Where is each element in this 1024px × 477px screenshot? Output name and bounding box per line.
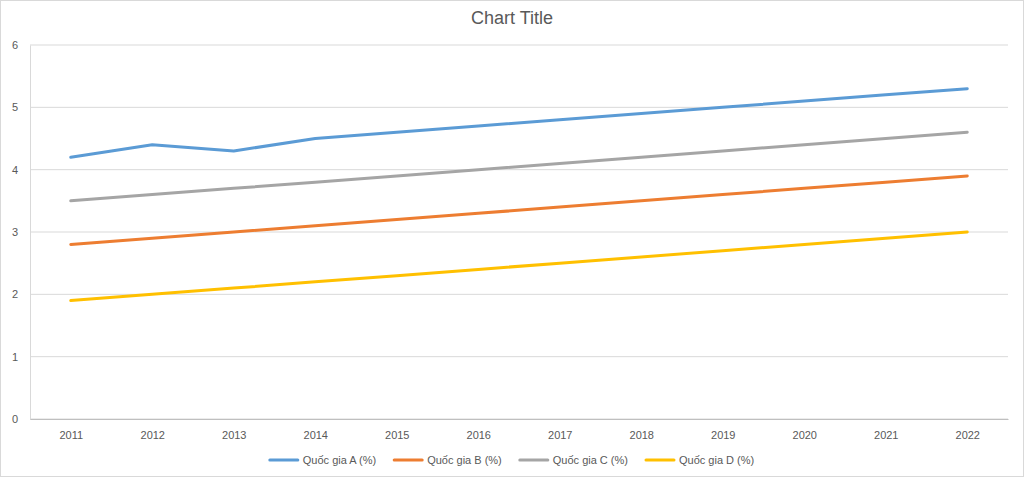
x-tick: 2017 — [548, 419, 572, 441]
x-tick-label: 2020 — [793, 429, 817, 441]
y-axis: 0 1 2 3 4 5 6 — [12, 39, 31, 425]
legend-item: Quốc gia C (%) — [520, 454, 628, 466]
plot-area: 0123456201120122013201420152016201720182… — [12, 39, 1009, 441]
y-tick: 4 — [12, 164, 30, 176]
series-line — [71, 132, 968, 201]
chart: 0123456201120122013201420152016201720182… — [0, 0, 1024, 477]
legend-swatch — [520, 459, 548, 462]
grid — [30, 45, 1008, 419]
series-line — [71, 176, 968, 245]
legend-label: Quốc gia B (%) — [427, 454, 502, 466]
y-tick-label: 2 — [12, 288, 18, 300]
legend-swatch — [646, 459, 674, 462]
y-tick-label: 6 — [12, 39, 18, 51]
x-tick: 2013 — [222, 419, 246, 441]
x-tick-label: 2013 — [222, 429, 246, 441]
x-tick: 2022 — [956, 419, 980, 441]
x-tick: 2016 — [467, 419, 491, 441]
grid-line — [30, 232, 1008, 233]
y-tick-label: 1 — [12, 351, 18, 363]
y-tick: 6 — [12, 39, 30, 51]
series-line — [71, 89, 968, 158]
x-tick: 2012 — [141, 419, 165, 441]
x-tick-label: 2016 — [467, 429, 491, 441]
legend-swatch — [270, 459, 298, 462]
legend-item: Quốc gia D (%) — [646, 454, 754, 466]
x-tick: 2011 — [59, 419, 83, 441]
legend: Quốc gia A (%) Quốc gia B (%) Quốc gia C (… — [270, 454, 754, 466]
x-tick: 2020 — [793, 419, 817, 441]
y-tick: 2 — [12, 288, 30, 300]
grid-line — [30, 169, 1008, 170]
x-tick-label: 2019 — [711, 429, 735, 441]
chart-frame — [1, 1, 1024, 477]
y-tick: 5 — [12, 101, 30, 113]
x-axis-line — [31, 419, 1009, 420]
x-tick: 2019 — [711, 419, 735, 441]
grid-line — [30, 356, 1008, 357]
grid-line — [30, 45, 1008, 46]
legend-label: Quốc gia A (%) — [303, 454, 376, 466]
x-tick: 2018 — [630, 419, 654, 441]
x-tick-label: 2017 — [548, 429, 572, 441]
x-tick-label: 2018 — [630, 429, 654, 441]
y-tick: 0 — [12, 413, 30, 425]
x-axis: 2011 2012 2013 2014 2015 2016 2017 2018 2019 2020… — [31, 419, 1009, 441]
y-axis-line — [30, 46, 31, 420]
grid-line — [30, 419, 1008, 420]
x-tick: 2014 — [304, 419, 328, 441]
grid-line — [30, 294, 1008, 295]
x-tick-label: 2021 — [874, 429, 898, 441]
grid-line — [30, 107, 1008, 108]
legend-swatch — [394, 459, 422, 462]
x-tick: 2015 — [385, 419, 409, 441]
x-tick-label: 2022 — [956, 429, 980, 441]
legend-item: Quốc gia B (%) — [394, 454, 502, 466]
legend-label: Quốc gia C (%) — [553, 454, 628, 466]
x-tick-label: 2014 — [304, 429, 328, 441]
legend-label: Quốc gia D (%) — [679, 454, 754, 466]
y-tick-label: 5 — [12, 101, 18, 113]
y-tick-label: 0 — [12, 413, 18, 425]
x-tick-label: 2015 — [385, 429, 409, 441]
series-lines — [71, 89, 968, 301]
chart-title: Chart Title — [471, 8, 553, 28]
y-tick-label: 4 — [12, 164, 18, 176]
y-tick: 1 — [12, 351, 30, 363]
x-tick-label: 2011 — [59, 429, 83, 441]
legend-item: Quốc gia A (%) — [270, 454, 376, 466]
y-tick-label: 3 — [12, 226, 18, 238]
y-tick: 3 — [12, 226, 30, 238]
x-tick-label: 2012 — [141, 429, 165, 441]
x-tick: 2021 — [874, 419, 898, 441]
series-line — [71, 232, 968, 301]
